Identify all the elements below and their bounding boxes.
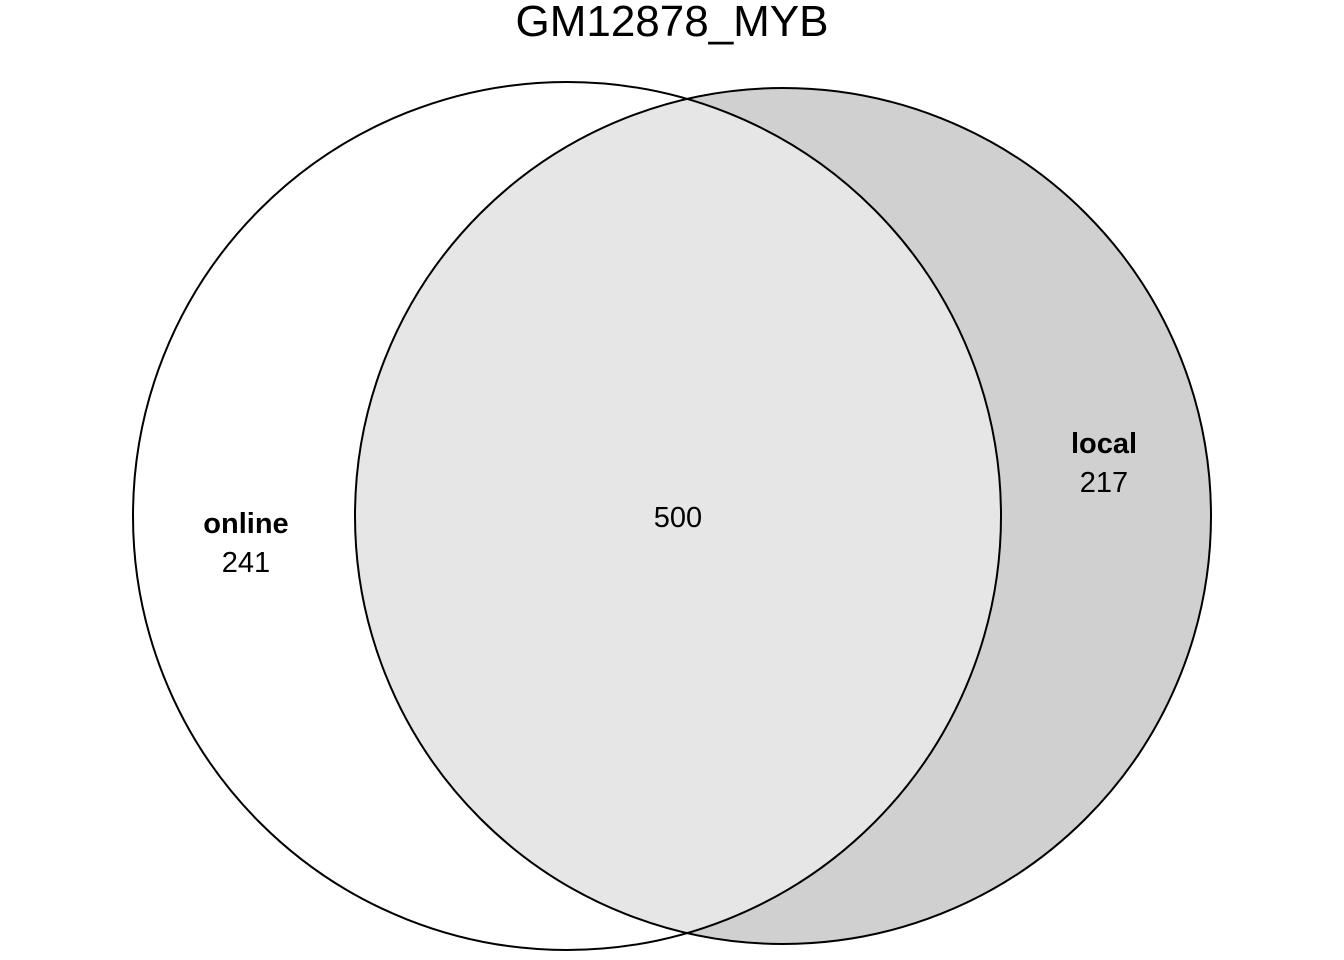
diagram-title: GM12878_MYB	[515, 0, 828, 46]
local-set-label: local	[1071, 428, 1137, 460]
online-circle-outline	[132, 81, 1002, 951]
intersection-count: 500	[654, 502, 702, 534]
local-circle-outline	[354, 87, 1212, 945]
online-set-label: online	[203, 508, 288, 540]
local-only-count: 217	[1080, 467, 1128, 499]
online-only-count: 241	[222, 547, 270, 579]
